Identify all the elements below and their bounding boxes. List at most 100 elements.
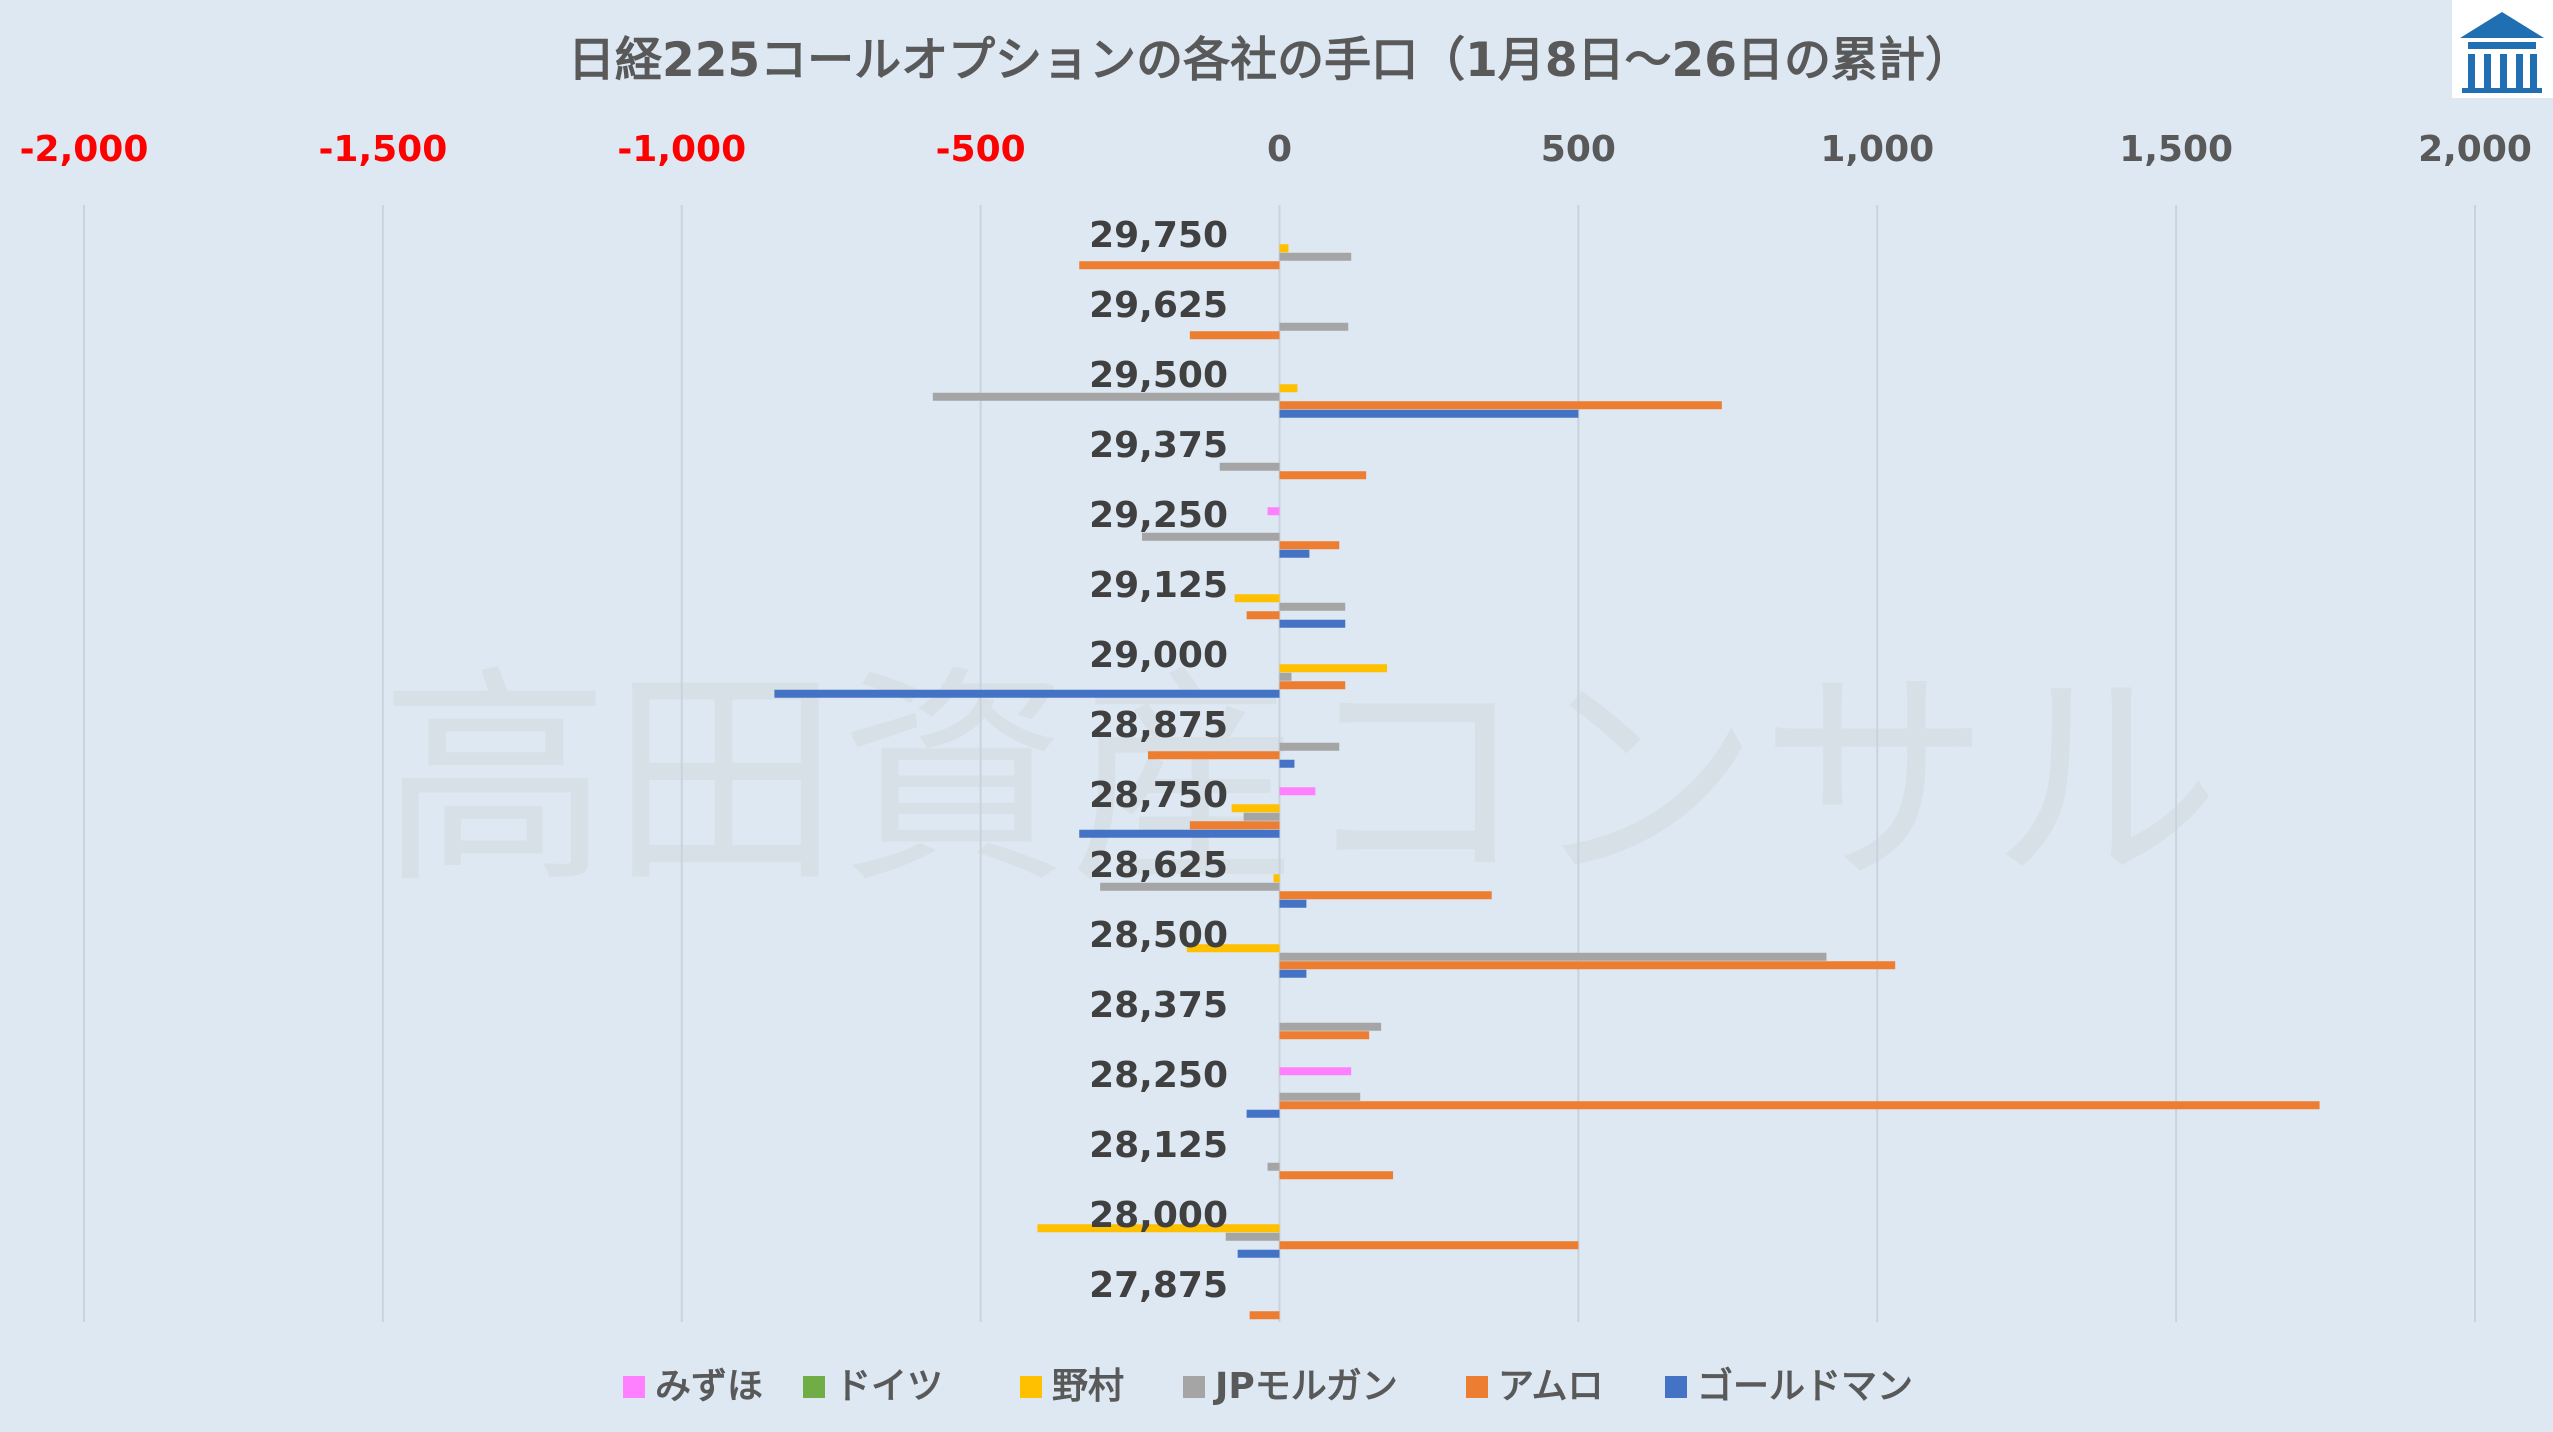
y-tick-label: 28,500 xyxy=(1089,915,1228,956)
bar xyxy=(1279,1101,2320,1110)
bar xyxy=(1079,829,1280,838)
bar xyxy=(1279,384,1298,393)
bar xyxy=(1246,1109,1280,1118)
x-tick-label: 500 xyxy=(1541,129,1616,170)
bar xyxy=(1279,891,1492,900)
bar xyxy=(1279,409,1579,418)
y-tick-label: 29,625 xyxy=(1089,285,1228,326)
brand-logo xyxy=(2452,0,2553,98)
bar xyxy=(1147,751,1280,760)
bar xyxy=(1279,664,1388,673)
bar xyxy=(1279,244,1289,253)
y-tick-label: 29,375 xyxy=(1089,425,1228,466)
y-tick-label: 28,625 xyxy=(1089,845,1228,886)
bar xyxy=(1249,1311,1280,1320)
legend-item: ドイツ xyxy=(803,1366,943,1407)
bar xyxy=(1234,594,1280,603)
bar xyxy=(1231,804,1280,813)
bar xyxy=(1142,532,1280,541)
bar xyxy=(1279,742,1340,751)
legend-label: 野村 xyxy=(1052,1366,1124,1407)
bar xyxy=(1279,549,1310,558)
legend-swatch xyxy=(803,1376,825,1398)
legend-label: JPモルガン xyxy=(1212,1366,1398,1407)
chart-title: 日経225コールオプションの各社の手口（1月8日～26日の累計） xyxy=(568,33,1972,88)
bar xyxy=(1279,541,1340,550)
x-tick-label: 2,000 xyxy=(2418,129,2532,170)
bar xyxy=(1225,1232,1280,1241)
legend-item: ゴールドマン xyxy=(1665,1365,1913,1407)
y-tick-label: 28,875 xyxy=(1089,705,1228,746)
x-tick-label: -2,000 xyxy=(20,129,149,170)
bar xyxy=(932,392,1280,401)
bar xyxy=(1273,874,1280,883)
bar xyxy=(1186,944,1280,953)
bar xyxy=(1279,322,1349,331)
x-tick-label: -1,000 xyxy=(617,129,746,170)
bar xyxy=(1079,261,1280,270)
bar xyxy=(1037,1224,1280,1233)
bar xyxy=(1279,401,1722,410)
bar xyxy=(1246,611,1280,620)
x-axis-ticks: -2,000 -1,500 -1,000 -500 0 500 1,000 1,500 2,00… xyxy=(20,129,2532,170)
bar xyxy=(1237,1249,1280,1258)
bar xyxy=(1279,952,1827,961)
legend-label: ドイツ xyxy=(835,1366,943,1407)
x-tick-label: 0 xyxy=(1267,129,1292,170)
bar xyxy=(1279,961,1896,970)
x-tick-label: 1,000 xyxy=(1820,129,1934,170)
y-tick-label: 28,125 xyxy=(1089,1125,1228,1166)
legend-item: JPモルガン xyxy=(1183,1366,1398,1407)
bar xyxy=(1100,882,1280,891)
y-axis-labels: 29,750 29,625 29,500 29,375 29,250 29,125 29,0… xyxy=(1089,215,1228,1306)
y-tick-label: 29,750 xyxy=(1089,215,1228,256)
bar xyxy=(1279,619,1346,628)
y-tick-label: 29,125 xyxy=(1089,565,1228,606)
y-tick-label: 28,375 xyxy=(1089,985,1228,1026)
bar xyxy=(1279,672,1292,681)
bar xyxy=(1279,1022,1382,1031)
bar xyxy=(1219,462,1280,471)
legend-swatch xyxy=(1020,1376,1042,1398)
bar xyxy=(1279,1092,1361,1101)
bar xyxy=(1279,681,1346,690)
y-tick-label: 27,875 xyxy=(1089,1265,1228,1306)
bar xyxy=(1267,1162,1280,1171)
legend-item: 野村 xyxy=(1020,1366,1124,1407)
bar xyxy=(1279,1241,1579,1250)
y-tick-label: 29,000 xyxy=(1089,635,1228,676)
bar xyxy=(1267,507,1280,516)
legend-item: アムロ xyxy=(1466,1366,1603,1407)
bar xyxy=(1189,331,1280,340)
bar xyxy=(1189,821,1280,830)
y-tick-label: 28,250 xyxy=(1089,1055,1228,1096)
legend-label: アムロ xyxy=(1498,1366,1603,1407)
bar xyxy=(1279,471,1367,480)
y-tick-label: 29,250 xyxy=(1089,495,1228,536)
bar xyxy=(1243,812,1280,821)
legend-swatch xyxy=(1466,1376,1488,1398)
bar xyxy=(1279,969,1307,978)
legend-swatch xyxy=(1183,1376,1205,1398)
legend-swatch xyxy=(623,1376,645,1398)
bar xyxy=(1279,787,1316,796)
x-tick-label: 1,500 xyxy=(2119,129,2233,170)
bar xyxy=(1279,899,1307,908)
x-tick-label: -500 xyxy=(936,129,1026,170)
bar xyxy=(1279,602,1346,611)
y-tick-label: 29,500 xyxy=(1089,355,1228,396)
legend-swatch xyxy=(1665,1376,1687,1398)
legend-label: ゴールドマン xyxy=(1697,1365,1913,1407)
watermark: 高田資産コンサル xyxy=(380,648,2220,915)
bars xyxy=(774,244,2320,1320)
bar xyxy=(774,689,1280,698)
y-tick-label: 28,000 xyxy=(1089,1195,1228,1236)
legend-label: みずほ xyxy=(655,1366,763,1407)
bar xyxy=(1279,252,1352,261)
bar xyxy=(1279,1067,1352,1076)
legend: みずほ ドイツ 野村 JPモルガン アムロ ゴールドマン xyxy=(623,1365,1913,1407)
legend-item: みずほ xyxy=(623,1366,763,1407)
bar xyxy=(1279,1031,1370,1040)
